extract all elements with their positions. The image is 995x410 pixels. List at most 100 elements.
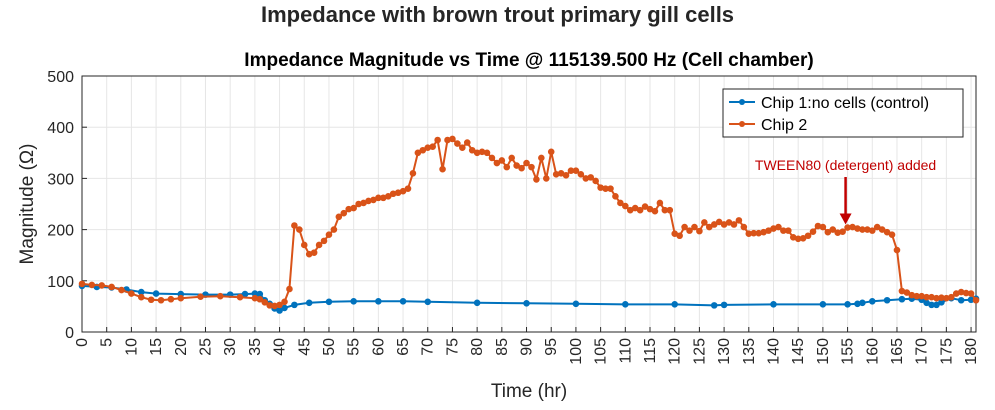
data-point	[424, 298, 432, 306]
y-tick-label: 300	[47, 171, 74, 188]
data-point	[705, 223, 713, 231]
y-tick-label: 500	[47, 69, 74, 86]
data-point	[681, 223, 688, 231]
data-point	[320, 237, 328, 245]
data-point	[888, 231, 896, 239]
x-tick-label: 60	[370, 338, 387, 356]
y-axis-label: Magnitude (Ω)	[17, 144, 38, 265]
data-point	[839, 228, 846, 235]
data-point	[493, 159, 501, 167]
x-tick-label: 175	[938, 338, 955, 365]
data-point	[676, 232, 683, 240]
x-tick-label: 145	[790, 338, 807, 365]
x-tick-label: 165	[889, 338, 906, 365]
data-point	[720, 301, 728, 309]
data-point	[137, 293, 145, 301]
data-point	[256, 295, 264, 303]
data-point	[503, 163, 511, 171]
data-point	[340, 209, 348, 217]
data-point	[384, 193, 392, 200]
data-point	[641, 203, 649, 210]
data-point	[696, 227, 703, 235]
data-point	[459, 144, 466, 151]
data-point	[903, 289, 911, 296]
data-point	[330, 226, 338, 233]
data-point	[300, 241, 308, 249]
annotation-text: TWEEN80 (detergent) added	[755, 157, 936, 173]
data-point	[948, 293, 955, 301]
data-point	[701, 219, 708, 226]
y-tick-label: 200	[47, 223, 74, 240]
data-point	[829, 226, 837, 233]
x-tick-label: 150	[815, 338, 832, 365]
data-point	[656, 199, 664, 207]
x-tick-label: 55	[346, 338, 363, 356]
data-point	[483, 149, 491, 157]
x-tick-label: 135	[741, 338, 758, 365]
legend-label: Chip 1:no cells (control)	[761, 95, 929, 112]
data-point	[592, 177, 599, 185]
data-point	[434, 136, 441, 144]
data-point	[730, 221, 738, 228]
suptitle: Impedance with brown trout primary gill …	[260, 2, 735, 27]
data-point	[740, 223, 748, 231]
x-tick-label: 115	[642, 338, 659, 364]
data-point	[488, 154, 496, 162]
legend-swatch-marker	[739, 121, 745, 127]
x-tick-label: 30	[222, 338, 239, 356]
data-point	[78, 280, 86, 288]
data-point	[310, 249, 318, 256]
data-point	[305, 299, 313, 307]
data-point	[325, 231, 333, 239]
x-tick-label: 110	[617, 338, 634, 364]
data-point	[622, 202, 629, 210]
data-point	[893, 246, 901, 254]
x-tick-label: 45	[296, 338, 313, 356]
x-tick-label: 95	[543, 338, 560, 356]
data-point	[868, 227, 876, 234]
data-point	[167, 295, 175, 303]
x-tick-label: 85	[494, 338, 511, 356]
data-point	[291, 222, 298, 229]
legend-box	[722, 88, 964, 138]
data-point	[157, 296, 165, 304]
x-tick-label: 130	[716, 338, 733, 365]
legend-swatch-marker	[739, 99, 745, 105]
chart-title: Impedance Magnitude vs Time @ 115139.500…	[244, 50, 813, 71]
data-point	[617, 199, 624, 207]
data-point	[281, 298, 288, 306]
data-point	[98, 282, 106, 289]
data-point	[523, 300, 530, 307]
x-tick-label: 75	[444, 338, 461, 356]
y-tick-label: 0	[65, 325, 74, 342]
data-point	[710, 221, 718, 228]
data-point	[177, 294, 185, 302]
data-point	[468, 146, 476, 154]
data-point	[429, 143, 436, 150]
data-point	[785, 227, 792, 234]
data-point	[686, 227, 693, 234]
x-tick-label: 140	[765, 338, 782, 365]
data-point	[454, 140, 461, 147]
data-point	[799, 235, 807, 242]
data-point	[651, 207, 659, 215]
data-point	[350, 297, 357, 305]
data-point	[933, 301, 940, 309]
data-point	[296, 226, 303, 233]
x-tick-label: 90	[519, 338, 536, 356]
data-point	[152, 290, 160, 297]
data-point	[878, 226, 886, 233]
data-point	[350, 204, 357, 212]
data-point	[636, 206, 644, 214]
data-point	[118, 286, 125, 294]
data-point	[967, 290, 975, 297]
data-point	[498, 157, 506, 164]
data-point	[844, 301, 851, 308]
x-tick-label: 120	[667, 338, 684, 365]
data-point	[335, 213, 343, 221]
data-point	[439, 165, 446, 173]
data-point	[735, 217, 743, 224]
data-point	[572, 167, 580, 175]
data-point	[419, 146, 427, 154]
